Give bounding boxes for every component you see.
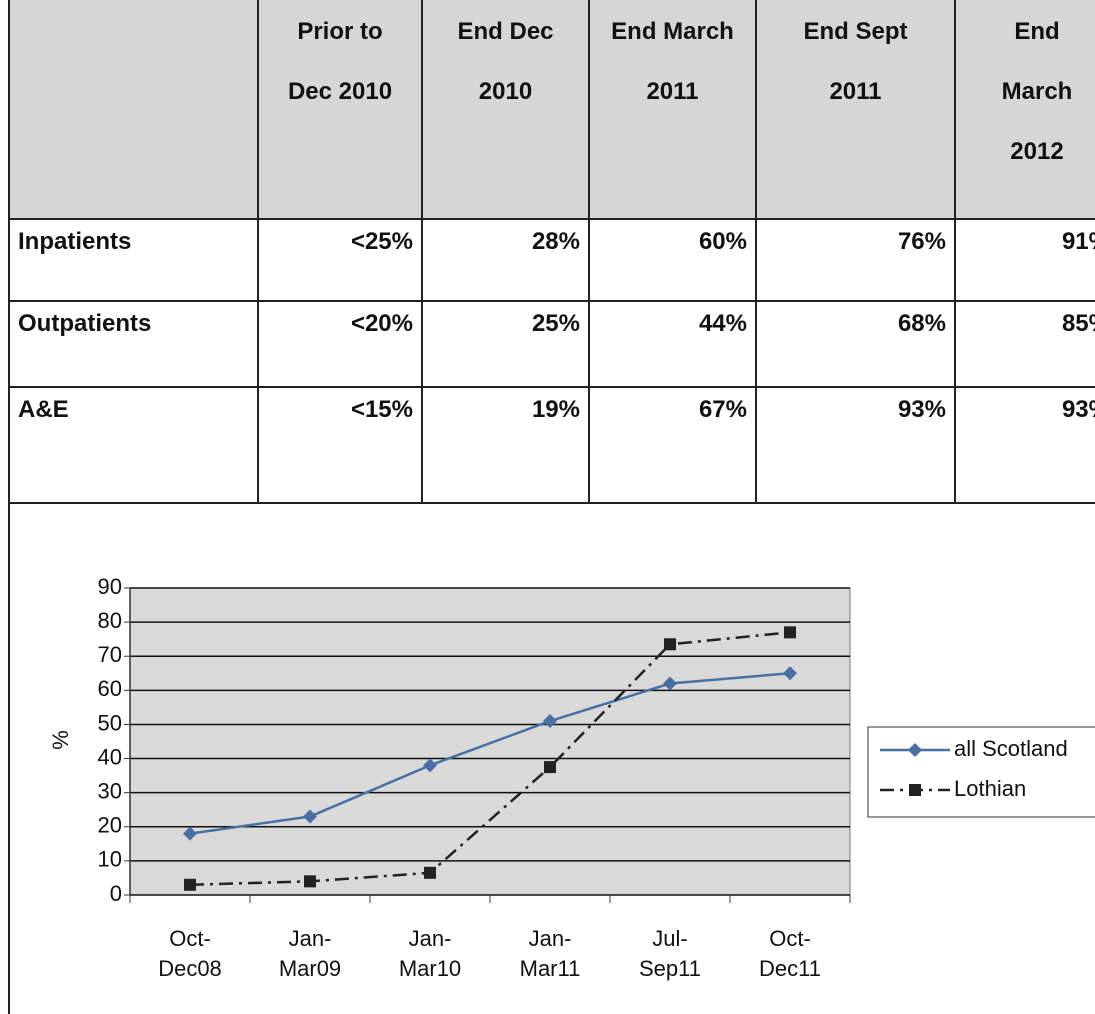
legend-label: all Scotland <box>954 736 1068 761</box>
value-cell: 19% <box>421 386 590 504</box>
marker <box>664 638 676 651</box>
marker <box>184 878 196 891</box>
table-row: Inpatients<25%28%60%76%91% <box>8 218 1095 302</box>
value-cell: 25% <box>421 300 590 388</box>
marker <box>424 866 436 879</box>
y-tick-label: 20 <box>98 813 122 838</box>
value-cell: <20% <box>257 300 423 388</box>
header-cell: End March 2011 <box>588 0 757 220</box>
y-tick-label: 0 <box>110 881 122 906</box>
legend-marker <box>909 784 921 796</box>
marker <box>784 626 796 639</box>
marker <box>423 758 437 773</box>
x-tick-label: Oct- Dec08 <box>158 926 222 981</box>
y-tick-label: 10 <box>98 847 122 872</box>
y-tick-label: 40 <box>98 744 122 769</box>
value-cell: 85% <box>954 300 1095 388</box>
value-cell: 60% <box>588 218 757 302</box>
legend-marker <box>908 743 922 757</box>
value-cell: <25% <box>257 218 423 302</box>
value-cell: 93% <box>755 386 956 504</box>
plot-area <box>129 587 851 896</box>
marker <box>543 714 557 729</box>
header-cell: End Sept 2011 <box>755 0 956 220</box>
series-line <box>189 631 791 887</box>
value-cell: 68% <box>755 300 956 388</box>
header-row: Prior to Dec 2010 End Dec 2010 End March 2… <box>8 0 1095 220</box>
y-tick-label: 60 <box>98 676 122 701</box>
marker <box>183 826 197 841</box>
y-tick-label: 70 <box>98 642 122 667</box>
data-table: Prior to Dec 2010 End Dec 2010 End March 2… <box>8 0 1095 504</box>
row-label: Inpatients <box>8 218 259 302</box>
y-tick-label: 30 <box>98 778 122 803</box>
marker <box>783 666 797 681</box>
header-cell: End Dec 2010 <box>421 0 590 220</box>
x-tick-label: Oct- Dec11 <box>759 926 821 981</box>
value-cell: 67% <box>588 386 757 504</box>
legend-label: Lothian <box>954 776 1026 801</box>
value-cell: 28% <box>421 218 590 302</box>
value-cell: 91% <box>954 218 1095 302</box>
row-label: A&E <box>8 386 259 504</box>
marker <box>304 875 316 888</box>
y-tick-label: 90 <box>98 574 122 599</box>
x-tick-label: Jan- Mar11 <box>519 926 581 981</box>
value-cell: 44% <box>588 300 757 388</box>
y-tick-label: 50 <box>98 710 122 735</box>
marker <box>663 676 677 691</box>
legend-box <box>867 726 1095 818</box>
marker <box>544 761 556 774</box>
y-tick-label: 80 <box>98 608 122 633</box>
value-cell: 76% <box>755 218 956 302</box>
x-tick-label: Jan- Mar09 <box>278 926 342 981</box>
y-axis-label: % <box>48 730 73 750</box>
x-tick-label: Jan- Mar10 <box>398 926 462 981</box>
value-cell: <15% <box>257 386 423 504</box>
marker <box>303 809 317 824</box>
chart-cell <box>8 499 1095 1014</box>
series-line <box>189 672 791 835</box>
value-cell: 93% <box>954 386 1095 504</box>
x-tick-label: Jul- Sep11 <box>639 926 701 981</box>
header-cell: End March 2012 <box>954 0 1095 220</box>
header-cell: Prior to Dec 2010 <box>257 0 423 220</box>
table-row: A&E<15%19%67%93%93% <box>8 386 1095 504</box>
row-label: Outpatients <box>8 300 259 388</box>
table-row: Outpatients<20%25%44%68%85% <box>8 300 1095 388</box>
corner-cell <box>8 0 259 220</box>
